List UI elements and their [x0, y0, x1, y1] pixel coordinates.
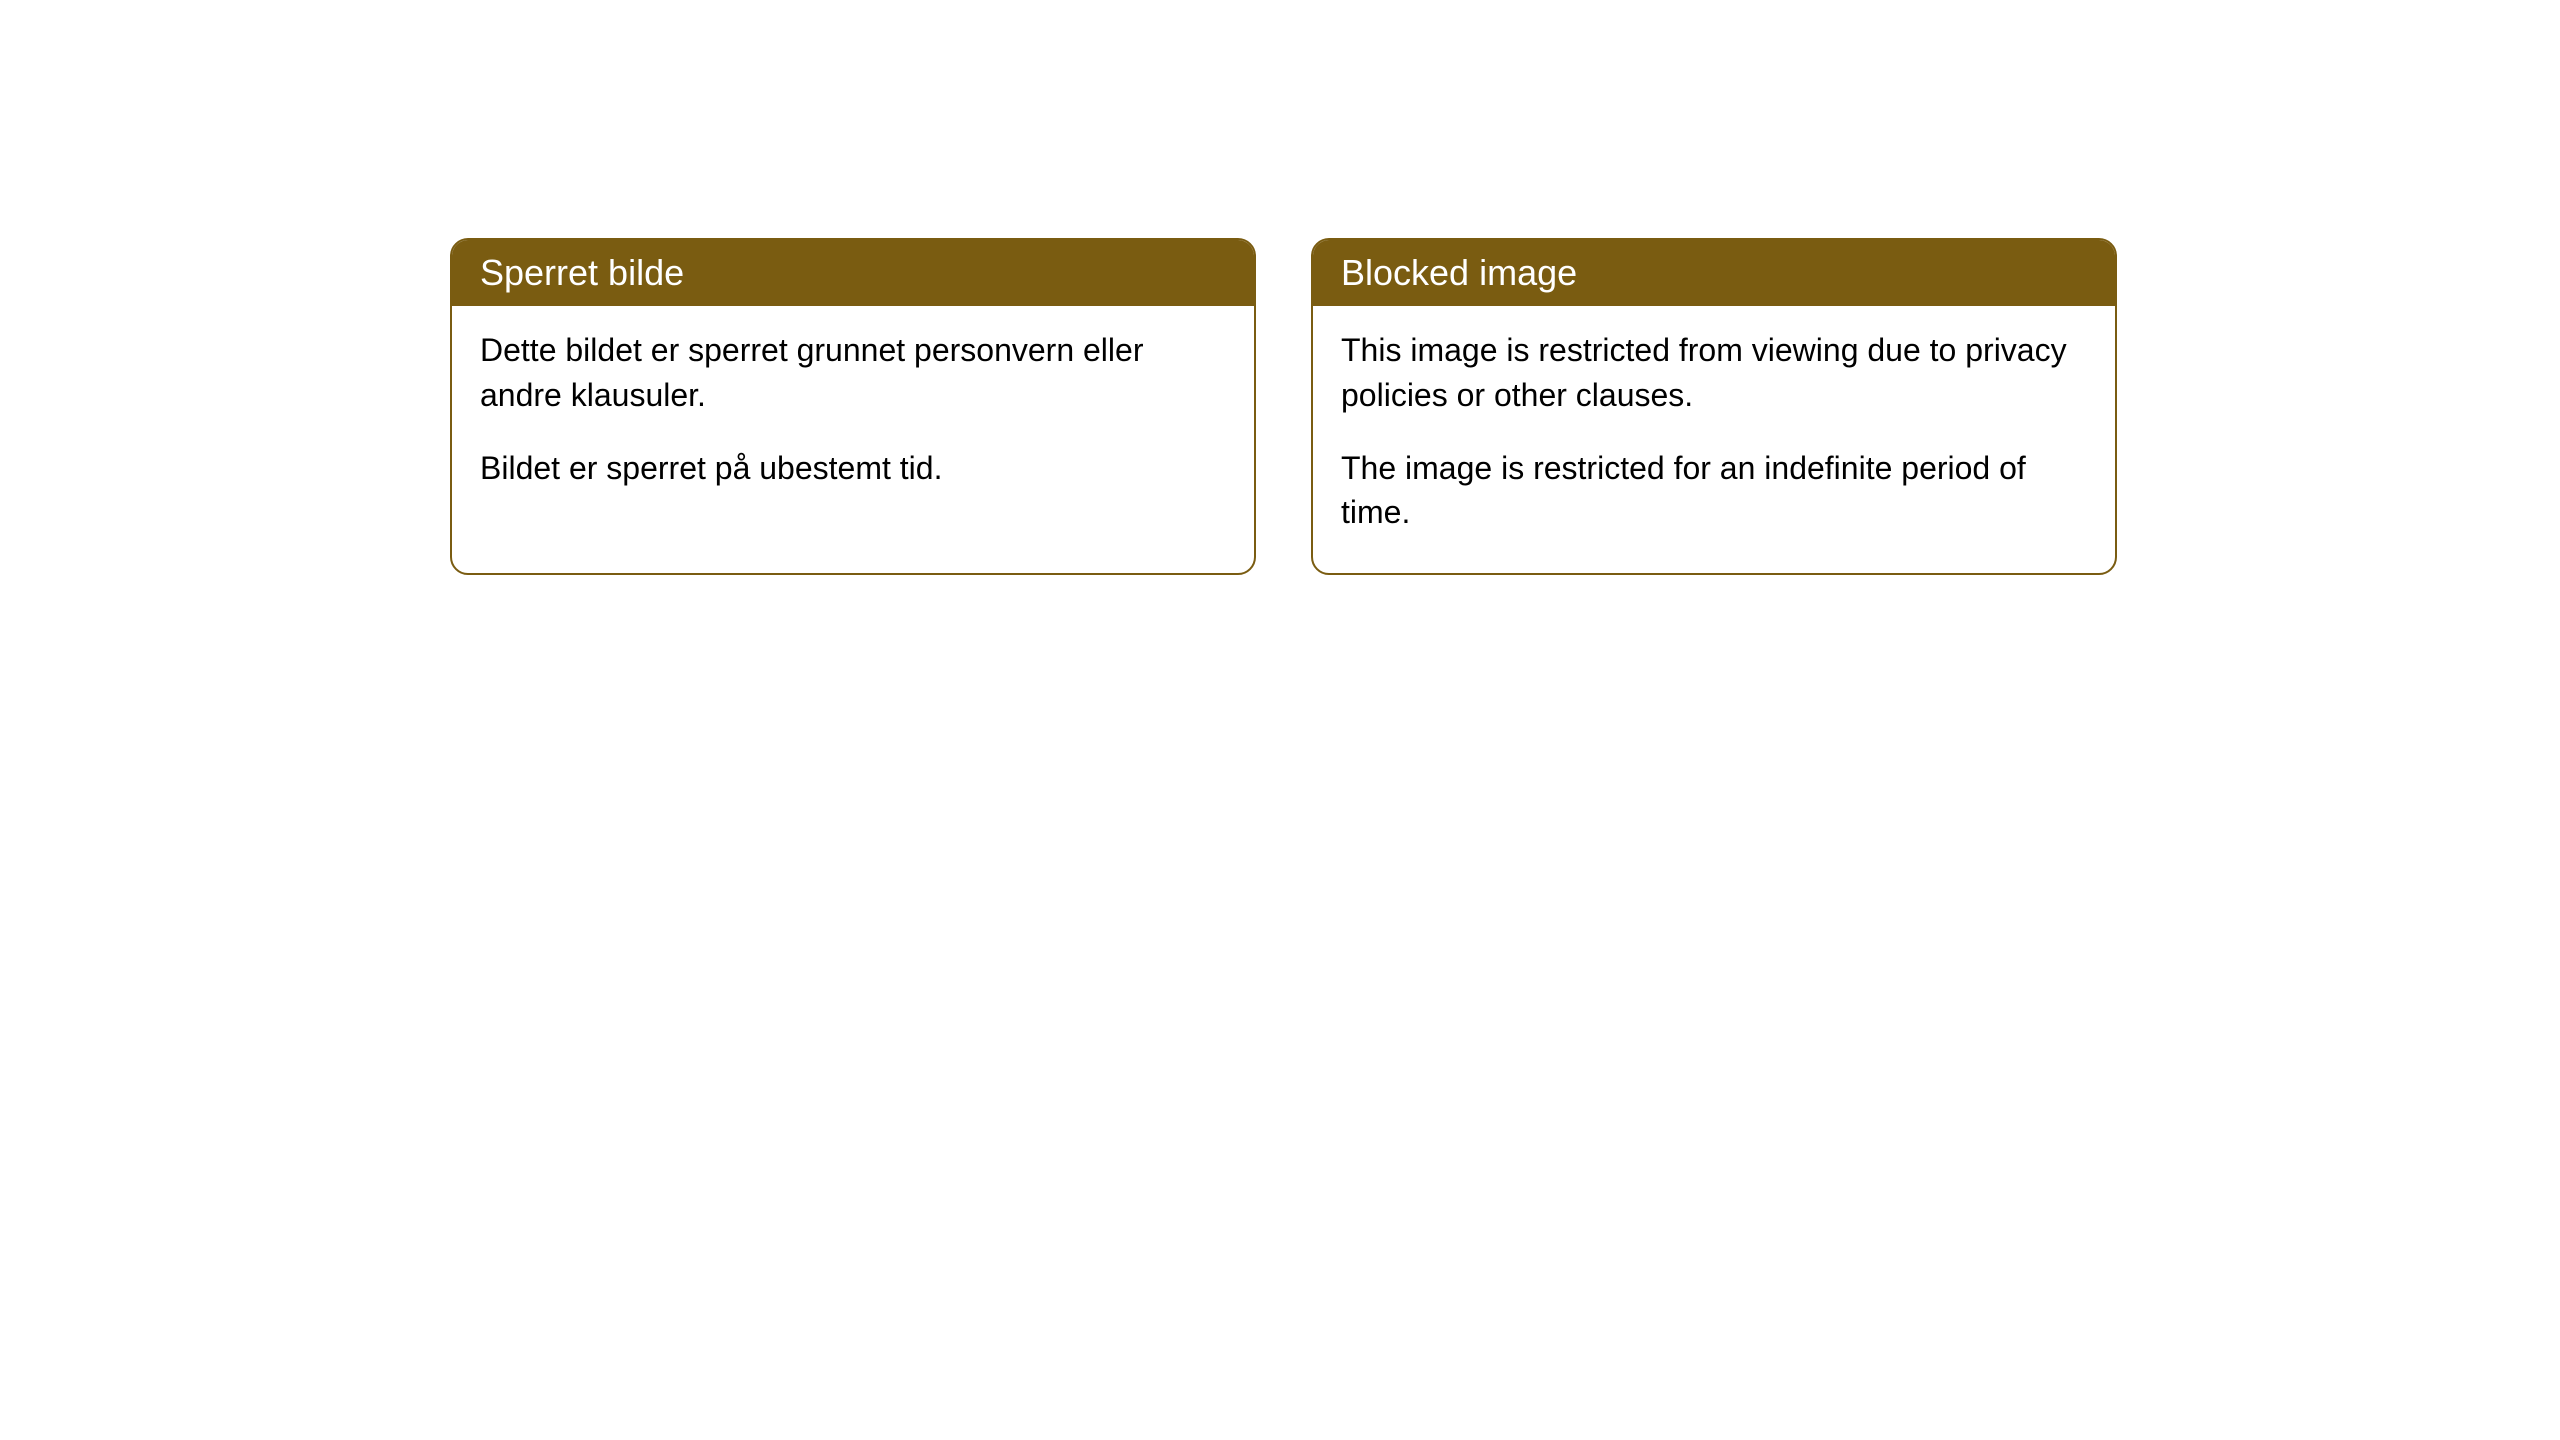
notice-card-title: Blocked image — [1341, 252, 1577, 293]
notice-paragraph: This image is restricted from viewing du… — [1341, 328, 2087, 418]
notice-card-body: This image is restricted from viewing du… — [1313, 306, 2115, 573]
notice-card-body: Dette bildet er sperret grunnet personve… — [452, 306, 1254, 528]
notice-paragraph: Bildet er sperret på ubestemt tid. — [480, 446, 1226, 491]
notice-card-header: Sperret bilde — [452, 240, 1254, 306]
notice-cards-container: Sperret bilde Dette bildet er sperret gr… — [450, 238, 2117, 575]
notice-paragraph: Dette bildet er sperret grunnet personve… — [480, 328, 1226, 418]
notice-paragraph: The image is restricted for an indefinit… — [1341, 446, 2087, 536]
notice-card-english: Blocked image This image is restricted f… — [1311, 238, 2117, 575]
notice-card-norwegian: Sperret bilde Dette bildet er sperret gr… — [450, 238, 1256, 575]
notice-card-header: Blocked image — [1313, 240, 2115, 306]
notice-card-title: Sperret bilde — [480, 252, 684, 293]
